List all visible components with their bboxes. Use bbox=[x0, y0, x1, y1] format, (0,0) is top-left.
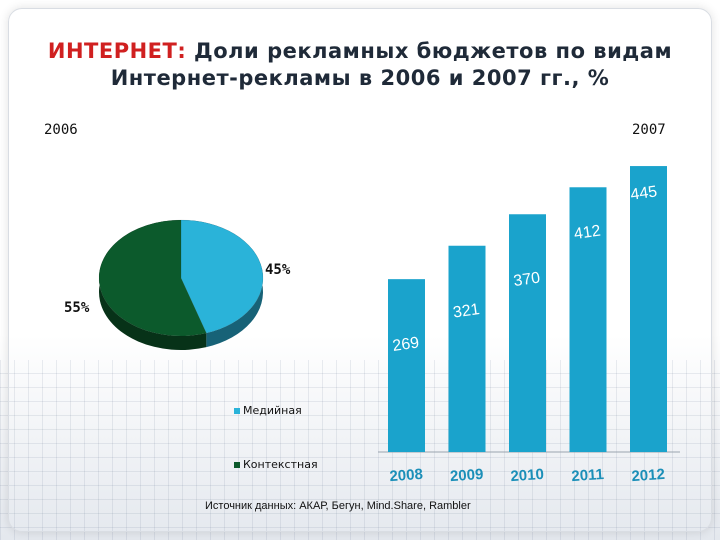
pie-slice-side-1 bbox=[98, 220, 207, 351]
legend-item-context: Контекстная bbox=[234, 458, 318, 471]
title-line1: Доли рекламных бюджетов по видам bbox=[186, 39, 673, 63]
pie-slice-context bbox=[98, 219, 207, 337]
source-note: Источник данных: АКАР, Бегун, Mind.Share… bbox=[205, 500, 471, 512]
pie-label-media: 45% bbox=[265, 262, 291, 278]
legend-swatch-media bbox=[234, 408, 240, 414]
bar-category-label-2012: 2012 bbox=[631, 466, 665, 485]
bar-category-label-2009: 2009 bbox=[449, 466, 483, 485]
pie-year-label: 2006 bbox=[44, 122, 78, 138]
bar-2010 bbox=[509, 214, 546, 452]
bar-category-label-2010: 2010 bbox=[510, 466, 544, 485]
bar-2008 bbox=[388, 279, 425, 452]
bar-year-label: 2007 bbox=[632, 122, 666, 138]
bar-value-label-2008: 269 bbox=[391, 334, 420, 355]
bar-value-label-2012: 445 bbox=[629, 183, 658, 204]
title-accent: ИНТЕРНЕТ: bbox=[47, 39, 187, 63]
slide-title: ИНТЕРНЕТ: Доли рекламных бюджетов по вид… bbox=[0, 38, 720, 92]
bar-value-label-2009: 321 bbox=[452, 301, 481, 322]
legend-swatch-context bbox=[234, 462, 240, 468]
slide-frame bbox=[8, 8, 712, 532]
pie-slice-media bbox=[180, 219, 264, 334]
bar-value-label-2010: 370 bbox=[512, 270, 541, 291]
bar-value-label-2011: 412 bbox=[573, 223, 602, 244]
title-line2: Интернет-рекламы в 2006 и 2007 гг., % bbox=[110, 66, 610, 90]
legend-label-context: Контекстная bbox=[243, 458, 318, 471]
bar-2009 bbox=[448, 245, 486, 452]
bar-2012 bbox=[630, 166, 667, 452]
legend-item-media: Медийная bbox=[234, 404, 302, 417]
pie-label-context: 55% bbox=[64, 300, 90, 316]
bar-category-label-2011: 2011 bbox=[571, 466, 605, 485]
legend-label-media: Медийная bbox=[243, 404, 302, 417]
bar-2011 bbox=[569, 187, 607, 453]
bar-category-label-2008: 2008 bbox=[389, 466, 423, 485]
